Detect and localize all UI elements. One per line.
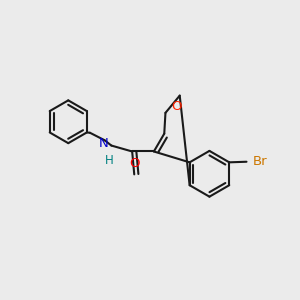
Text: N: N [99, 137, 109, 150]
Text: O: O [171, 100, 181, 113]
Text: Br: Br [253, 155, 268, 168]
Text: H: H [105, 154, 114, 167]
Text: O: O [129, 157, 140, 170]
